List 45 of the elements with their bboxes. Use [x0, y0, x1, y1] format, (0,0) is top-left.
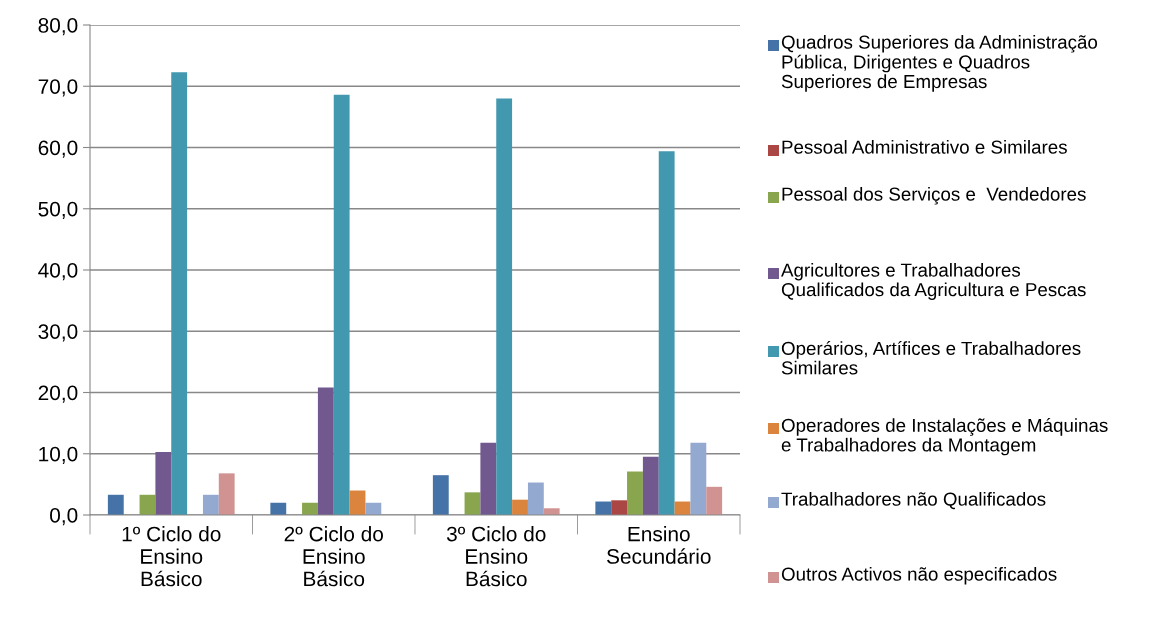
x-tick-label: Ensino Secundário: [607, 526, 711, 564]
legend-label: Pessoal dos Serviços e Vendedores: [782, 187, 1086, 205]
legend-label: Quadros Superiores da Administração Pública, Dirigentes e Quadros Superiores de Empresas: [781, 35, 1098, 92]
bar: [690, 442, 707, 515]
bar: [595, 501, 612, 515]
x-tick-label: 2º Ciclo do Ensino Básico: [284, 526, 383, 587]
y-tick-label: 50,0: [38, 201, 78, 219]
legend-label: Trabalhadores não Qualificados: [781, 492, 1046, 510]
bar: [642, 456, 659, 515]
legend-label: Operadores de Instalações e Máquinas e Trabalhadores da Montagem: [781, 418, 1108, 456]
y-tick-label: 60,0: [38, 140, 78, 158]
bar: [706, 486, 723, 515]
legend-label: Pessoal Administrativo e Similares: [782, 140, 1067, 154]
bar: [496, 98, 513, 515]
bar: [171, 72, 188, 515]
bar: [527, 482, 544, 515]
bar: [302, 502, 318, 515]
y-tick-label: 0,0: [50, 508, 78, 526]
bar: [155, 451, 172, 515]
legend-label: Operários, Artífices e Trabalhadores Similares: [781, 341, 1081, 375]
y-tick-label: 40,0: [38, 263, 78, 281]
bar: [480, 442, 497, 515]
legend-label: Outros Activos não especificados: [781, 567, 1057, 585]
y-tick-label: 20,0: [38, 385, 78, 403]
y-tick-label: 30,0: [38, 324, 78, 342]
bar: [218, 473, 235, 515]
y-tick-label: 80,0: [38, 18, 78, 36]
y-tick-label: 70,0: [38, 79, 78, 97]
bar: [333, 94, 350, 515]
bar: [432, 475, 449, 515]
x-tick-label: 3º Ciclo do Ensino Básico: [446, 526, 546, 587]
bar: [202, 494, 219, 515]
bar: [512, 499, 528, 515]
y-tick-label: 10,0: [39, 446, 78, 464]
legend-label: Agricultores e Trabalhadores Qualificados da Agricultura e Pescas: [781, 263, 1086, 300]
bar: [270, 502, 287, 515]
bar: [107, 494, 124, 515]
bar: [658, 151, 675, 515]
bar: [543, 508, 560, 515]
bar: [464, 492, 481, 515]
x-tick-label: 1º Ciclo do Ensino Básico: [122, 526, 221, 587]
bar: [317, 387, 334, 515]
bar: [365, 502, 382, 515]
bar: [627, 471, 643, 515]
bar: [611, 500, 628, 515]
